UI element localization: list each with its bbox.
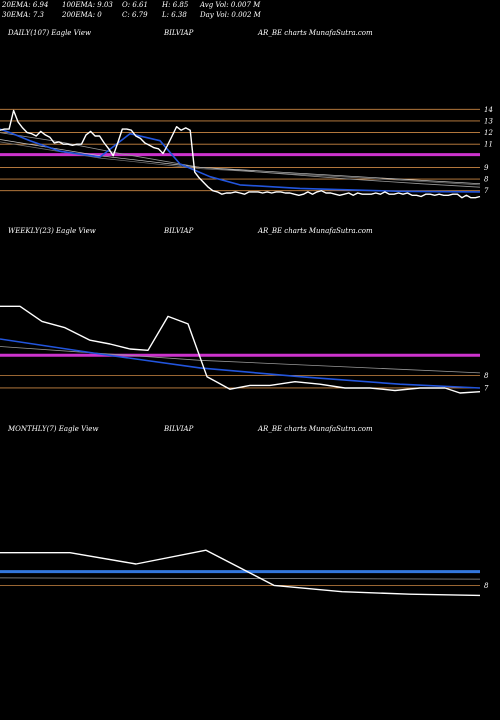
monthly-series-line-1 [0,577,481,580]
monthly-tick-label: 8 [484,582,489,590]
daily-series-line-4 [0,141,481,186]
daily-tick-label: 7 [484,187,489,195]
daily-tick-label: 14 [484,106,493,114]
daily-title-left: DAILY(107) Eagle View [8,29,91,37]
daily-tick-label: 11 [484,141,493,149]
daily-series-line-1 [0,128,481,193]
daily-series-line-3 [0,139,481,185]
weekly-title-mid: BILVIAP [164,227,194,235]
daily-series-line-2 [0,132,481,188]
stat-day-vol: Day Vol: 0.002 M [200,11,261,19]
stat-20ema: 20EMA: 6.94 [2,1,49,9]
stat-30ema: 30EMA: 7.3 [2,11,44,19]
monthly-title-right: AR_BE charts MunafaSutra.com [258,425,373,433]
monthly-title-mid: BILVIAP [164,425,194,433]
stat-open: O: 6.61 [122,1,148,9]
stat-high: H: 6.85 [162,1,189,9]
weekly-tick-label: 7 [484,384,489,392]
monthly-series-line-0 [0,549,481,597]
daily-title-right: AR_BE charts MunafaSutra.com [258,29,373,37]
weekly-tick-label: 8 [484,372,489,380]
stat-close: C: 6.79 [122,11,148,19]
stat-low: L: 6.38 [162,11,187,19]
stat-200ema: 200EMA: 0 [62,11,102,19]
stat-avg-vol: Avg Vol: 0.007 M [200,1,261,9]
daily-tick-label: 8 [484,176,489,184]
daily-tick-label: 12 [484,129,493,137]
daily-title-mid: BILVIAP [164,29,194,37]
weekly-series-line-2 [0,346,481,374]
weekly-series-line-0 [0,305,481,394]
daily-tick-label: 13 [484,117,493,125]
weekly-title-right: AR_BE charts MunafaSutra.com [258,227,373,235]
monthly-title-left: MONTHLY(7) Eagle View [8,425,99,433]
weekly-title-left: WEEKLY(23) Eagle View [8,227,96,235]
stat-100ema: 100EMA: 9.03 [62,1,113,9]
daily-tick-label: 9 [484,164,489,172]
daily-series-line-0 [0,109,481,199]
weekly-series-line-1 [0,338,481,389]
